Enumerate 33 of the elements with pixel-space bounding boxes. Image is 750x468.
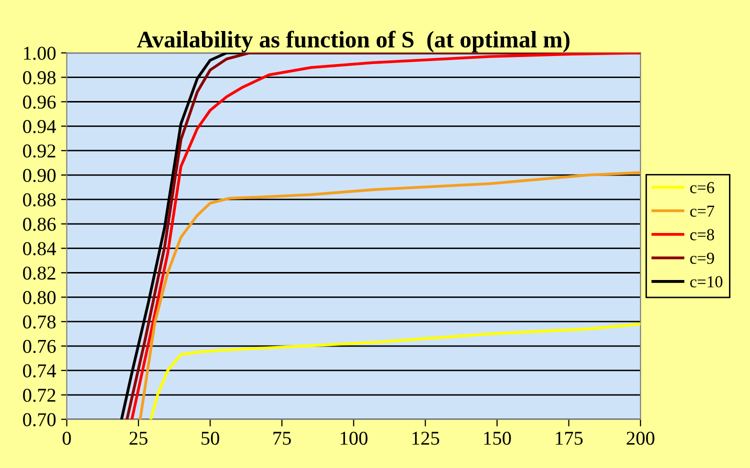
line-series [149, 322, 640, 420]
y-tick-label: 0.72 [23, 388, 56, 402]
x-tick-label: 75 [273, 432, 291, 445]
y-tick-label: 0.88 [23, 193, 56, 206]
y-tick-label: 0.94 [23, 120, 56, 134]
legend-label: c=6 [690, 182, 714, 194]
legend-label: c=9 [690, 252, 714, 264]
y-tick-label: 0.74 [23, 364, 56, 378]
x-tick-label: 100 [340, 432, 368, 445]
x-tick-label: 175 [556, 432, 583, 445]
y-tick-label: 0.82 [23, 266, 56, 280]
legend-label: c=10 [690, 276, 722, 288]
y-tick-label: 0.76 [23, 340, 56, 354]
y-tick-label: 1.00 [24, 46, 56, 60]
legend-label: c=7 [690, 206, 714, 217]
legend-label: c=8 [690, 229, 714, 240]
chart-title: Availability as function of S (at optimal m) [136, 30, 570, 52]
y-tick-label: 0.80 [23, 290, 56, 304]
y-tick-label: 0.86 [23, 218, 56, 231]
x-tick-label: 150 [484, 432, 511, 445]
y-tick-label: 0.78 [23, 315, 56, 329]
line-series [138, 171, 640, 420]
x-tick-label: 0 [62, 432, 71, 445]
x-tick-label: 25 [130, 432, 148, 445]
y-tick-label: 0.92 [23, 144, 56, 158]
x-tick-label: 125 [412, 432, 440, 445]
y-tick-label: 0.98 [23, 71, 56, 84]
y-tick-label: 0.70 [23, 413, 56, 426]
y-tick-label: 0.84 [23, 242, 56, 256]
y-tick-label: 0.90 [23, 168, 56, 182]
x-tick-label: 200 [626, 432, 654, 445]
x-tick-label: 50 [202, 432, 220, 445]
y-tick-label: 0.96 [23, 96, 56, 109]
